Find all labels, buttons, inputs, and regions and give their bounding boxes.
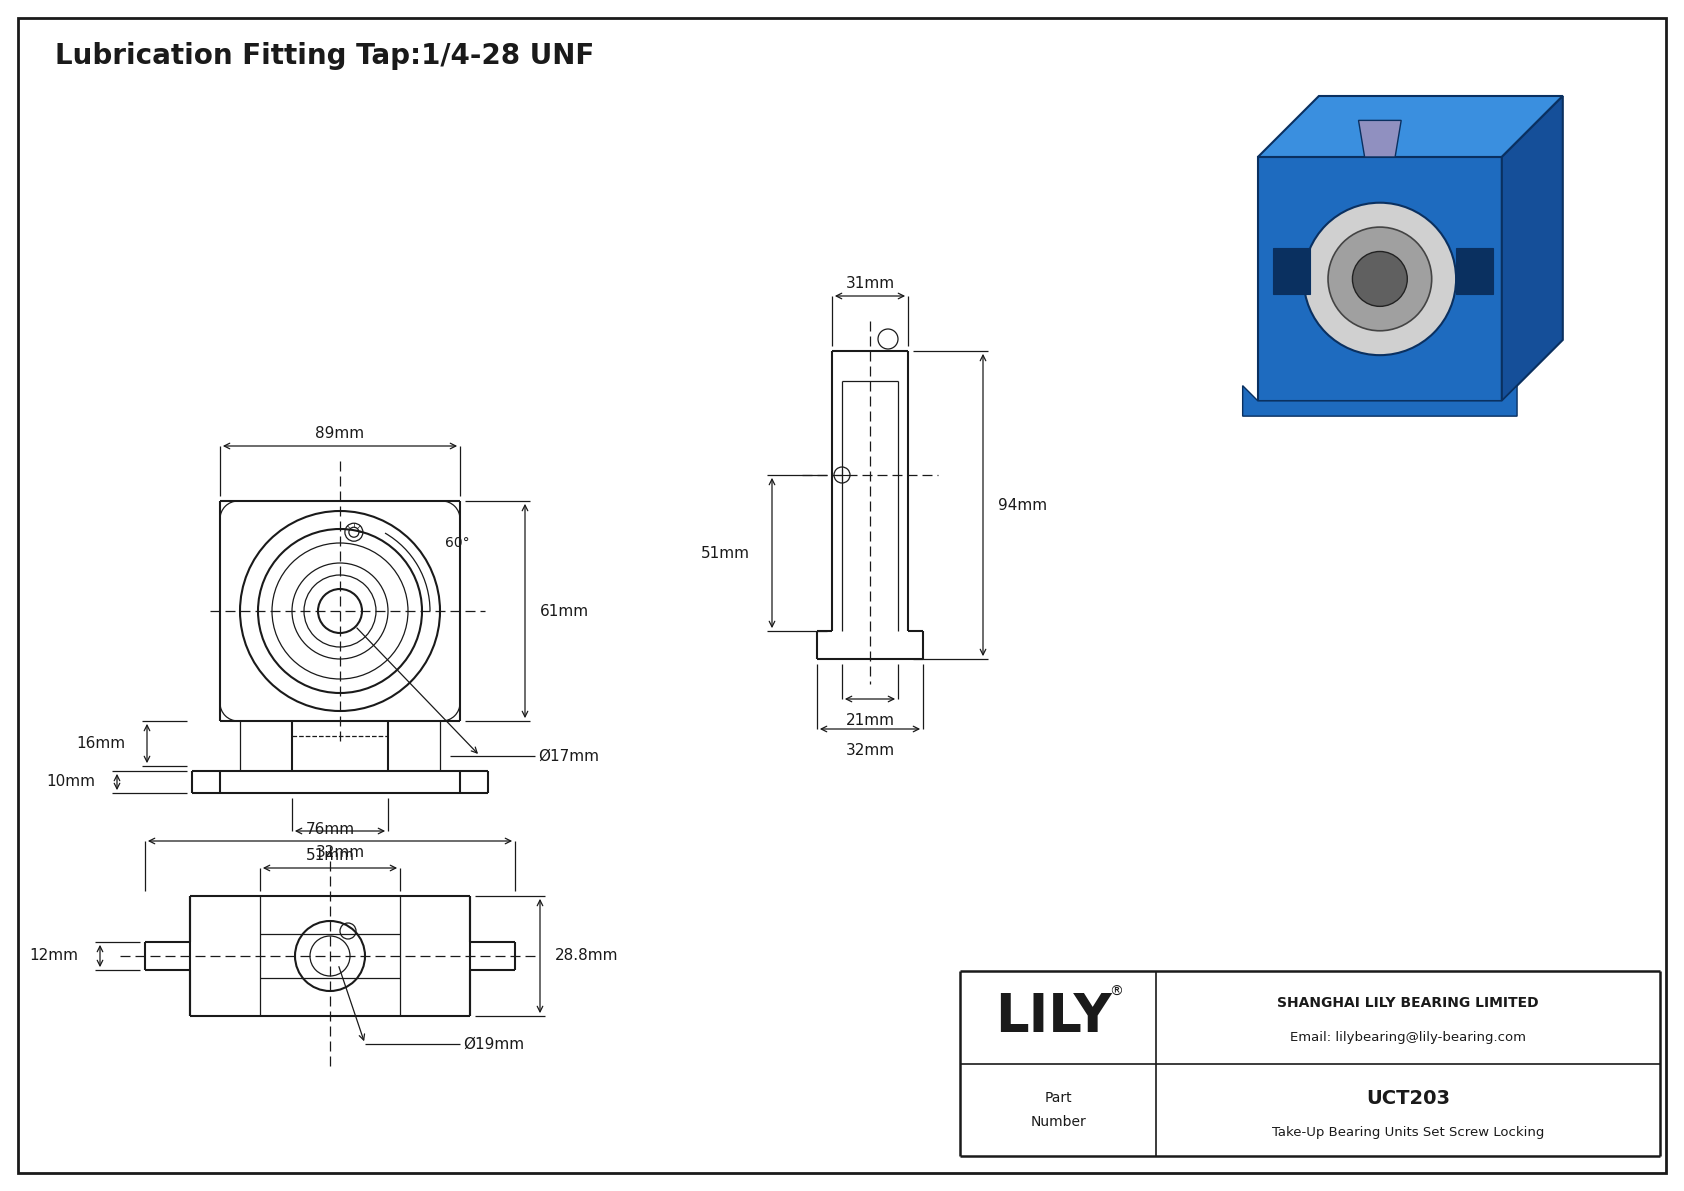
Bar (1457, 249, 1492, 294)
Text: 61mm: 61mm (541, 604, 589, 618)
Circle shape (1352, 251, 1408, 306)
Text: 10mm: 10mm (45, 774, 94, 790)
Text: Ø17mm: Ø17mm (537, 748, 600, 763)
Text: 32mm: 32mm (845, 743, 894, 757)
Polygon shape (1258, 157, 1502, 401)
Text: 51mm: 51mm (305, 848, 355, 863)
Text: 60°: 60° (445, 536, 470, 550)
Polygon shape (1243, 386, 1517, 416)
Polygon shape (1359, 120, 1401, 157)
Text: 12mm: 12mm (29, 948, 77, 964)
Circle shape (1329, 227, 1431, 331)
Text: Take-Up Bearing Units Set Screw Locking: Take-Up Bearing Units Set Screw Locking (1271, 1127, 1544, 1140)
Polygon shape (1502, 96, 1563, 401)
Text: 51mm: 51mm (701, 545, 749, 561)
Text: Number: Number (1031, 1115, 1086, 1129)
Text: 89mm: 89mm (315, 426, 364, 442)
Text: Email: lilybearing@lily-bearing.com: Email: lilybearing@lily-bearing.com (1290, 1031, 1526, 1045)
Text: LILY: LILY (995, 991, 1111, 1043)
Text: 94mm: 94mm (999, 498, 1047, 512)
Text: 16mm: 16mm (76, 736, 125, 752)
Text: Part: Part (1044, 1091, 1071, 1105)
Text: 76mm: 76mm (305, 822, 355, 836)
Text: Lubrication Fitting Tap:1/4-28 UNF: Lubrication Fitting Tap:1/4-28 UNF (56, 42, 594, 70)
Bar (1273, 249, 1310, 294)
Text: ®: ® (1110, 985, 1123, 999)
Text: 28.8mm: 28.8mm (556, 948, 618, 964)
Polygon shape (1258, 96, 1563, 157)
Circle shape (1303, 202, 1457, 355)
Text: 32mm: 32mm (315, 844, 364, 860)
Text: UCT203: UCT203 (1366, 1089, 1450, 1108)
Text: 31mm: 31mm (845, 276, 894, 292)
Text: Ø19mm: Ø19mm (463, 1036, 524, 1052)
Text: 21mm: 21mm (845, 713, 894, 728)
Text: SHANGHAI LILY BEARING LIMITED: SHANGHAI LILY BEARING LIMITED (1276, 997, 1539, 1010)
